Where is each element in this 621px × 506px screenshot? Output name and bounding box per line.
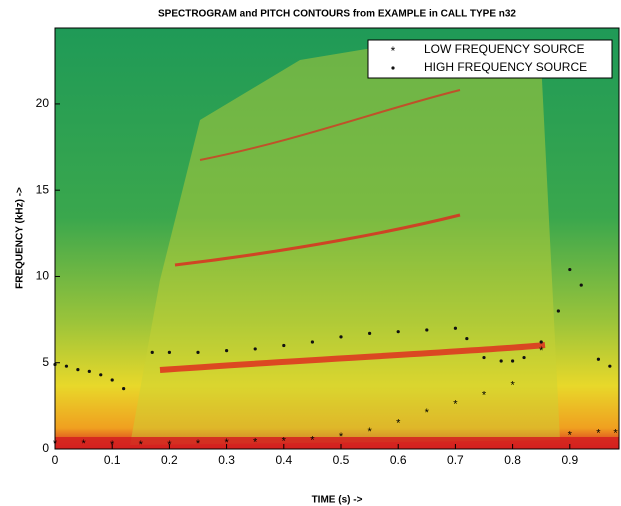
point bbox=[453, 326, 458, 330]
point: * bbox=[613, 428, 618, 440]
point bbox=[310, 340, 315, 344]
point: * bbox=[224, 437, 229, 449]
point: * bbox=[81, 438, 86, 450]
point bbox=[253, 347, 257, 351]
y-tick-label: 20 bbox=[36, 96, 50, 110]
y-tick-label: 0 bbox=[42, 441, 49, 455]
legend-marker: * bbox=[391, 44, 396, 58]
x-tick-label: 0 bbox=[52, 453, 59, 467]
x-tick-label: 0.3 bbox=[218, 453, 235, 467]
x-tick-label: 0.8 bbox=[504, 453, 521, 467]
point bbox=[368, 331, 372, 335]
point: * bbox=[425, 407, 430, 419]
point: * bbox=[396, 417, 401, 429]
x-axis-label: TIME (s) -> bbox=[312, 495, 363, 506]
point bbox=[282, 343, 286, 348]
point: * bbox=[482, 390, 487, 402]
point: * bbox=[339, 431, 344, 443]
point bbox=[556, 309, 560, 313]
point: * bbox=[167, 439, 172, 451]
point: * bbox=[596, 428, 601, 440]
point: * bbox=[453, 398, 458, 410]
spectrogram bbox=[55, 28, 619, 449]
point bbox=[196, 350, 200, 354]
point bbox=[522, 355, 526, 360]
y-axis-label: FREQUENCY (kHz) -> bbox=[15, 187, 26, 289]
legend-marker bbox=[391, 66, 395, 70]
y-tick-label: 10 bbox=[36, 269, 50, 283]
point bbox=[425, 328, 429, 332]
x-tick-label: 0.6 bbox=[390, 453, 407, 467]
plot-frame bbox=[54, 27, 620, 450]
point bbox=[608, 364, 612, 368]
point bbox=[110, 378, 114, 382]
legend-label: LOW FREQUENCY SOURCE bbox=[424, 42, 584, 56]
point bbox=[499, 359, 503, 363]
point: * bbox=[568, 429, 573, 441]
point: * bbox=[139, 439, 144, 451]
point bbox=[167, 350, 172, 354]
y-tick-label: 15 bbox=[36, 182, 50, 196]
x-tick-label: 0.7 bbox=[447, 453, 464, 467]
x-tick-label: 0.5 bbox=[333, 453, 350, 467]
point bbox=[579, 283, 583, 287]
point: * bbox=[367, 426, 372, 438]
x-tick-label: 0.1 bbox=[104, 453, 121, 467]
point bbox=[511, 359, 515, 363]
legend: * LOW FREQUENCY SOURCE HIGH FREQUENCY SOUR… bbox=[367, 39, 613, 79]
point: * bbox=[510, 379, 515, 391]
point: * bbox=[310, 435, 315, 447]
point bbox=[225, 349, 229, 353]
legend-label: HIGH FREQUENCY SOURCE bbox=[424, 60, 587, 74]
point bbox=[87, 369, 91, 373]
point: * bbox=[539, 345, 544, 357]
point bbox=[465, 336, 469, 341]
point bbox=[482, 355, 486, 360]
point bbox=[568, 267, 572, 272]
point bbox=[64, 364, 69, 368]
point bbox=[99, 373, 103, 377]
point: * bbox=[282, 435, 287, 447]
point bbox=[53, 362, 57, 367]
x-tick-label: 0.4 bbox=[275, 453, 292, 467]
point: * bbox=[110, 439, 115, 451]
point bbox=[596, 357, 601, 361]
point: * bbox=[53, 438, 58, 450]
y-tick-label: 5 bbox=[42, 355, 49, 369]
point bbox=[396, 330, 400, 334]
point bbox=[339, 335, 343, 339]
point bbox=[150, 350, 154, 354]
x-tick-label: 0.2 bbox=[161, 453, 178, 467]
point bbox=[122, 387, 126, 391]
point bbox=[76, 368, 80, 372]
point: * bbox=[253, 436, 258, 448]
chart-title: SPECTROGRAM and PITCH CONTOURS from EXAM… bbox=[158, 9, 516, 20]
x-tick-label: 0.9 bbox=[561, 453, 578, 467]
point bbox=[539, 340, 543, 344]
point: * bbox=[196, 438, 201, 450]
